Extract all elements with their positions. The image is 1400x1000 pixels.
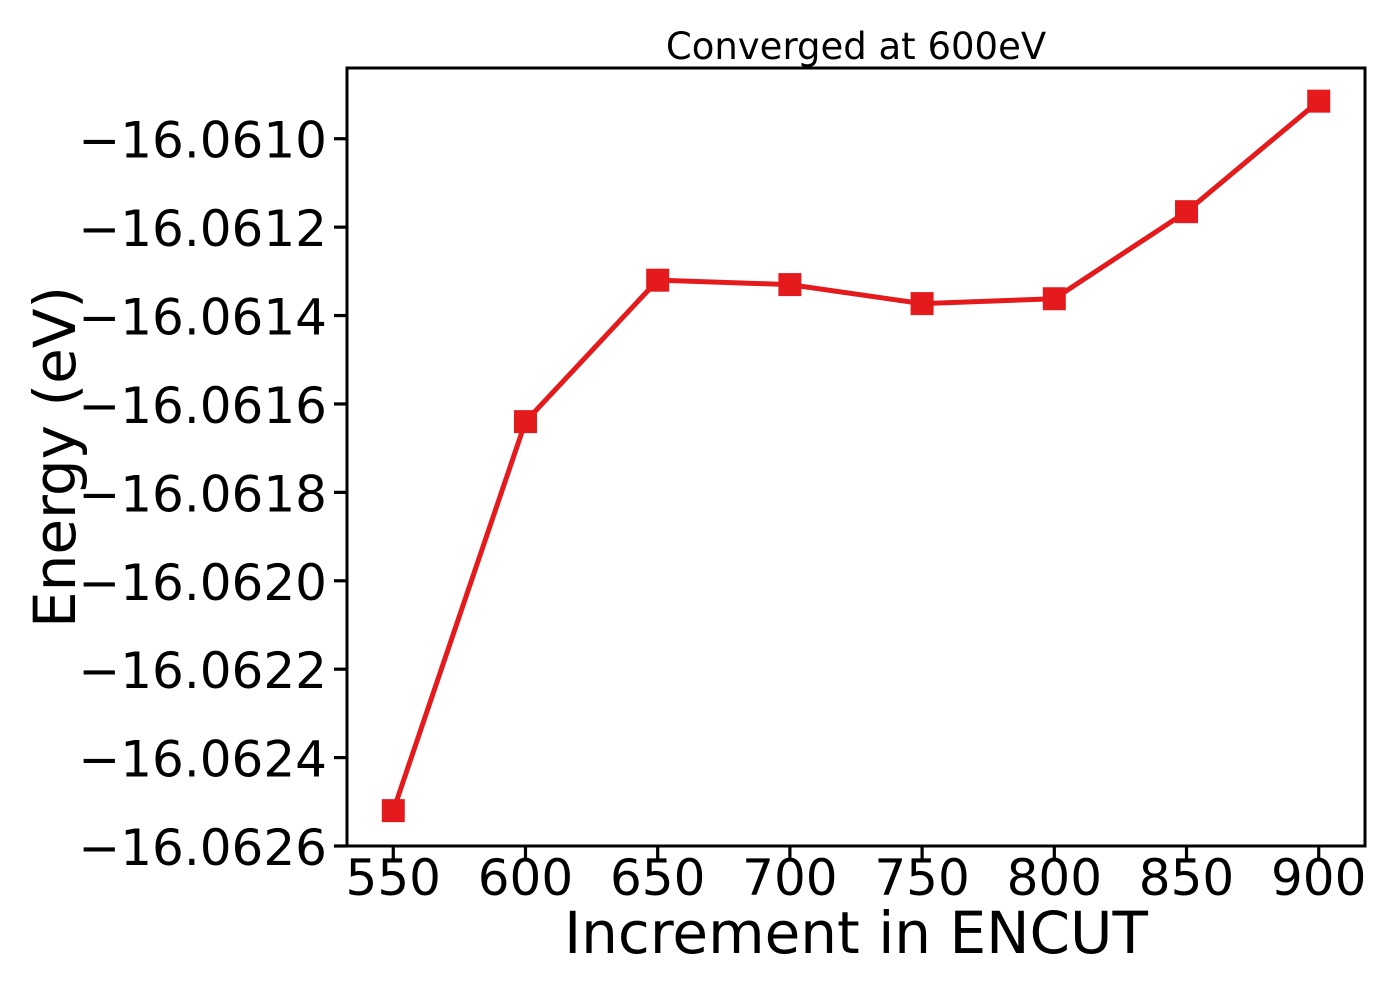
chart-title: Converged at 600eV	[666, 25, 1046, 68]
x-tick-label: 550	[346, 849, 441, 907]
data-point-marker	[778, 273, 802, 297]
data-line	[390, 99, 1321, 812]
data-point-marker	[910, 292, 934, 316]
x-tick-label: 850	[1139, 849, 1234, 907]
data-point-marker	[513, 410, 537, 434]
x-tick-label: 600	[478, 849, 573, 907]
y-tick-label: −16.0614	[78, 289, 327, 347]
y-tick-label: −16.0622	[78, 642, 327, 700]
data-point-marker	[1175, 200, 1199, 224]
plot-border	[345, 66, 1367, 848]
x-tick-label: 900	[1271, 849, 1366, 907]
y-tick-label: −16.0624	[78, 731, 327, 789]
data-point-marker	[381, 799, 405, 823]
x-tick-label: 700	[742, 849, 837, 907]
y-tick-label: −16.0620	[78, 554, 327, 612]
x-axis-label: Increment in ENCUT	[564, 899, 1148, 967]
x-tick-label: 750	[874, 849, 969, 907]
data-point-marker	[1042, 287, 1066, 311]
y-tick-label: −16.0612	[78, 200, 327, 258]
y-tick-label: −16.0616	[78, 377, 327, 435]
y-axis-label: Energy (eV)	[21, 286, 89, 628]
y-tick-label: −16.0626	[78, 819, 327, 877]
y-tick-label: −16.0610	[78, 112, 327, 170]
y-tick-label: −16.0618	[78, 465, 327, 523]
data-point-marker	[646, 268, 670, 292]
x-tick-label: 650	[610, 849, 705, 907]
data-point-marker	[1307, 89, 1331, 113]
plot-area: 550 600 650 700 750 800 850 900 −16.0610 −16.0612…	[78, 66, 1367, 907]
x-tick-label: 800	[1007, 849, 1102, 907]
